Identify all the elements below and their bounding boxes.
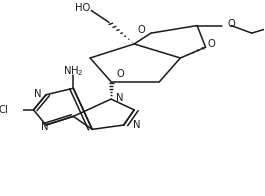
Text: N: N	[41, 122, 49, 132]
Text: O: O	[117, 69, 124, 79]
Text: Cl: Cl	[0, 105, 8, 115]
Text: O: O	[208, 39, 215, 49]
Text: HO: HO	[75, 3, 90, 13]
Text: N: N	[34, 89, 41, 99]
Text: O: O	[138, 25, 146, 35]
Text: N: N	[132, 120, 140, 130]
Text: O: O	[228, 19, 235, 29]
Text: N: N	[116, 93, 123, 103]
Text: NH$_2$: NH$_2$	[63, 64, 83, 78]
